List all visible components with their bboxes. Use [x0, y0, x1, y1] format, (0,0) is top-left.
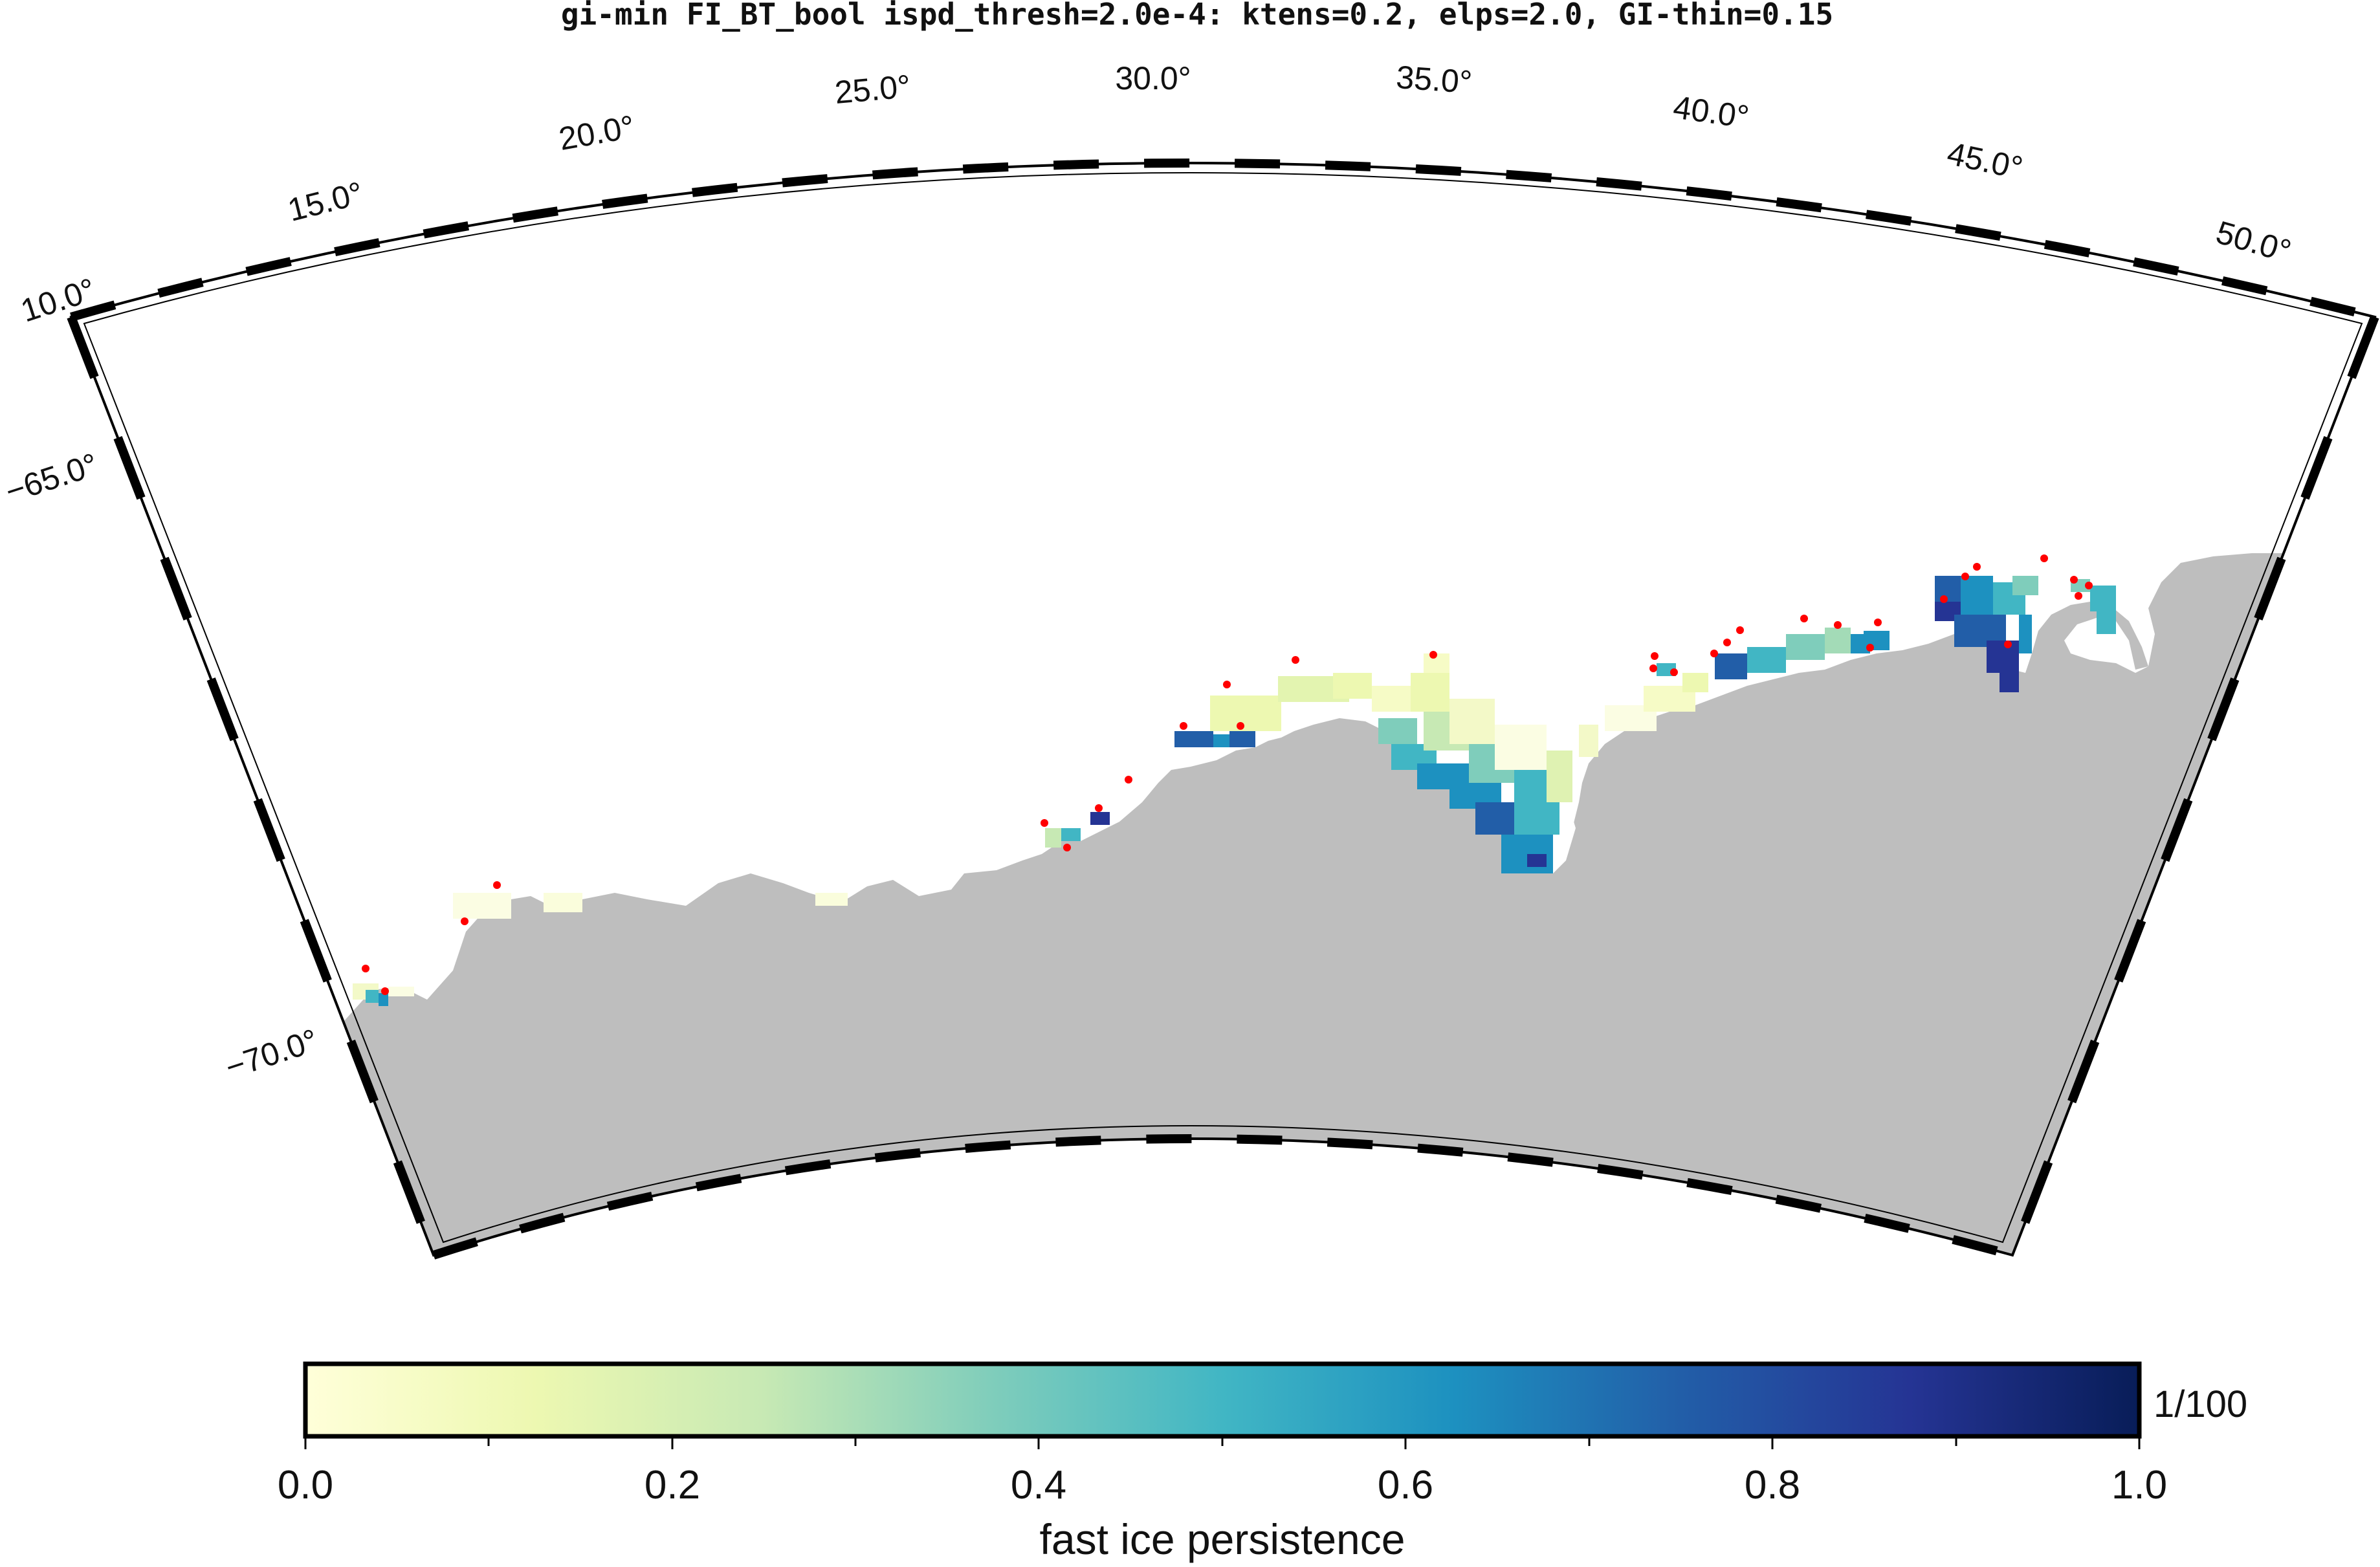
iceberg-marker [2004, 641, 2012, 648]
iceberg-marker [362, 965, 369, 972]
iceberg-marker [1736, 626, 1744, 634]
colorbar-tick-5: 1.0 [2111, 1463, 2167, 1507]
lon-label-40: 40.0° [1671, 89, 1751, 135]
iceberg-marker [381, 987, 389, 995]
fast-ice-cells [353, 576, 2116, 1006]
iceberg-marker [1834, 621, 1842, 629]
iceberg-marker [1670, 668, 1678, 676]
iceberg-marker [1651, 652, 1658, 660]
map-frame-top [70, 159, 2376, 322]
colorbar-gradient [303, 1361, 2142, 1439]
map-title: gi-min FI_BT_bool ispd_thresh=2.0e-4: kt… [561, 0, 1833, 32]
map-frame-left [67, 315, 438, 1257]
iceberg-marker [1429, 651, 1437, 659]
map-frame-right [2008, 315, 2379, 1257]
colorbar-tick-4: 0.8 [1745, 1463, 1800, 1507]
map-frame-inner [83, 172, 2363, 1244]
lon-label-45: 45.0° [1944, 135, 2025, 186]
lon-label-30: 30.0° [1115, 60, 1191, 96]
lon-label-35: 35.0° [1395, 59, 1473, 100]
iceberg-marker [1095, 804, 1103, 812]
grounded-iceberg-markers [362, 554, 2093, 995]
iceberg-marker [1866, 644, 1874, 652]
iceberg-marker [493, 881, 501, 889]
iceberg-marker [2040, 554, 2048, 562]
lat-label-70: −70.0° [221, 1022, 322, 1086]
iceberg-marker [1973, 563, 1981, 571]
lon-label-20: 20.0° [556, 108, 637, 157]
iceberg-marker [1800, 615, 1808, 622]
map-frame-bottom [432, 1134, 2014, 1260]
iceberg-marker [1223, 681, 1231, 688]
lon-label-50: 50.0° [2212, 214, 2295, 270]
map-sector [67, 159, 2379, 1260]
iceberg-marker [1710, 650, 1718, 657]
lat-label-65: −65.0° [1, 446, 102, 510]
colorbar-label: fast ice persistence [1040, 1515, 1405, 1563]
iceberg-marker [2085, 582, 2093, 589]
iceberg-marker [1292, 656, 1299, 664]
iceberg-marker [2075, 592, 2082, 600]
iceberg-marker [1723, 639, 1731, 646]
colorbar-ticks [304, 1436, 2141, 1449]
iceberg-marker [1940, 595, 1948, 603]
iceberg-marker [1961, 573, 1969, 580]
iceberg-marker [1041, 819, 1048, 827]
iceberg-marker [1874, 619, 1882, 626]
iceberg-marker [1180, 722, 1187, 730]
iceberg-marker [1063, 844, 1071, 851]
iceberg-marker [1237, 722, 1244, 730]
iceberg-marker [2070, 576, 2078, 584]
lon-label-25: 25.0° [833, 68, 912, 111]
colorbar-tick-1: 0.2 [645, 1463, 700, 1507]
lon-label-15: 15.0° [284, 175, 366, 228]
colorbar-tick-0: 0.0 [278, 1463, 333, 1507]
iceberg-marker [1649, 664, 1657, 672]
antarctic-land [259, 553, 2375, 1255]
colorbar-tick-2: 0.4 [1011, 1463, 1066, 1507]
iceberg-marker [1125, 776, 1132, 784]
colorbar-unit: 1/100 [2154, 1383, 2247, 1425]
colorbar-tick-3: 0.6 [1378, 1463, 1433, 1507]
iceberg-marker [461, 917, 468, 925]
colorbar: 0.0 0.2 0.4 0.6 0.8 1.0 1/100 fast ice p… [278, 1361, 2247, 1563]
